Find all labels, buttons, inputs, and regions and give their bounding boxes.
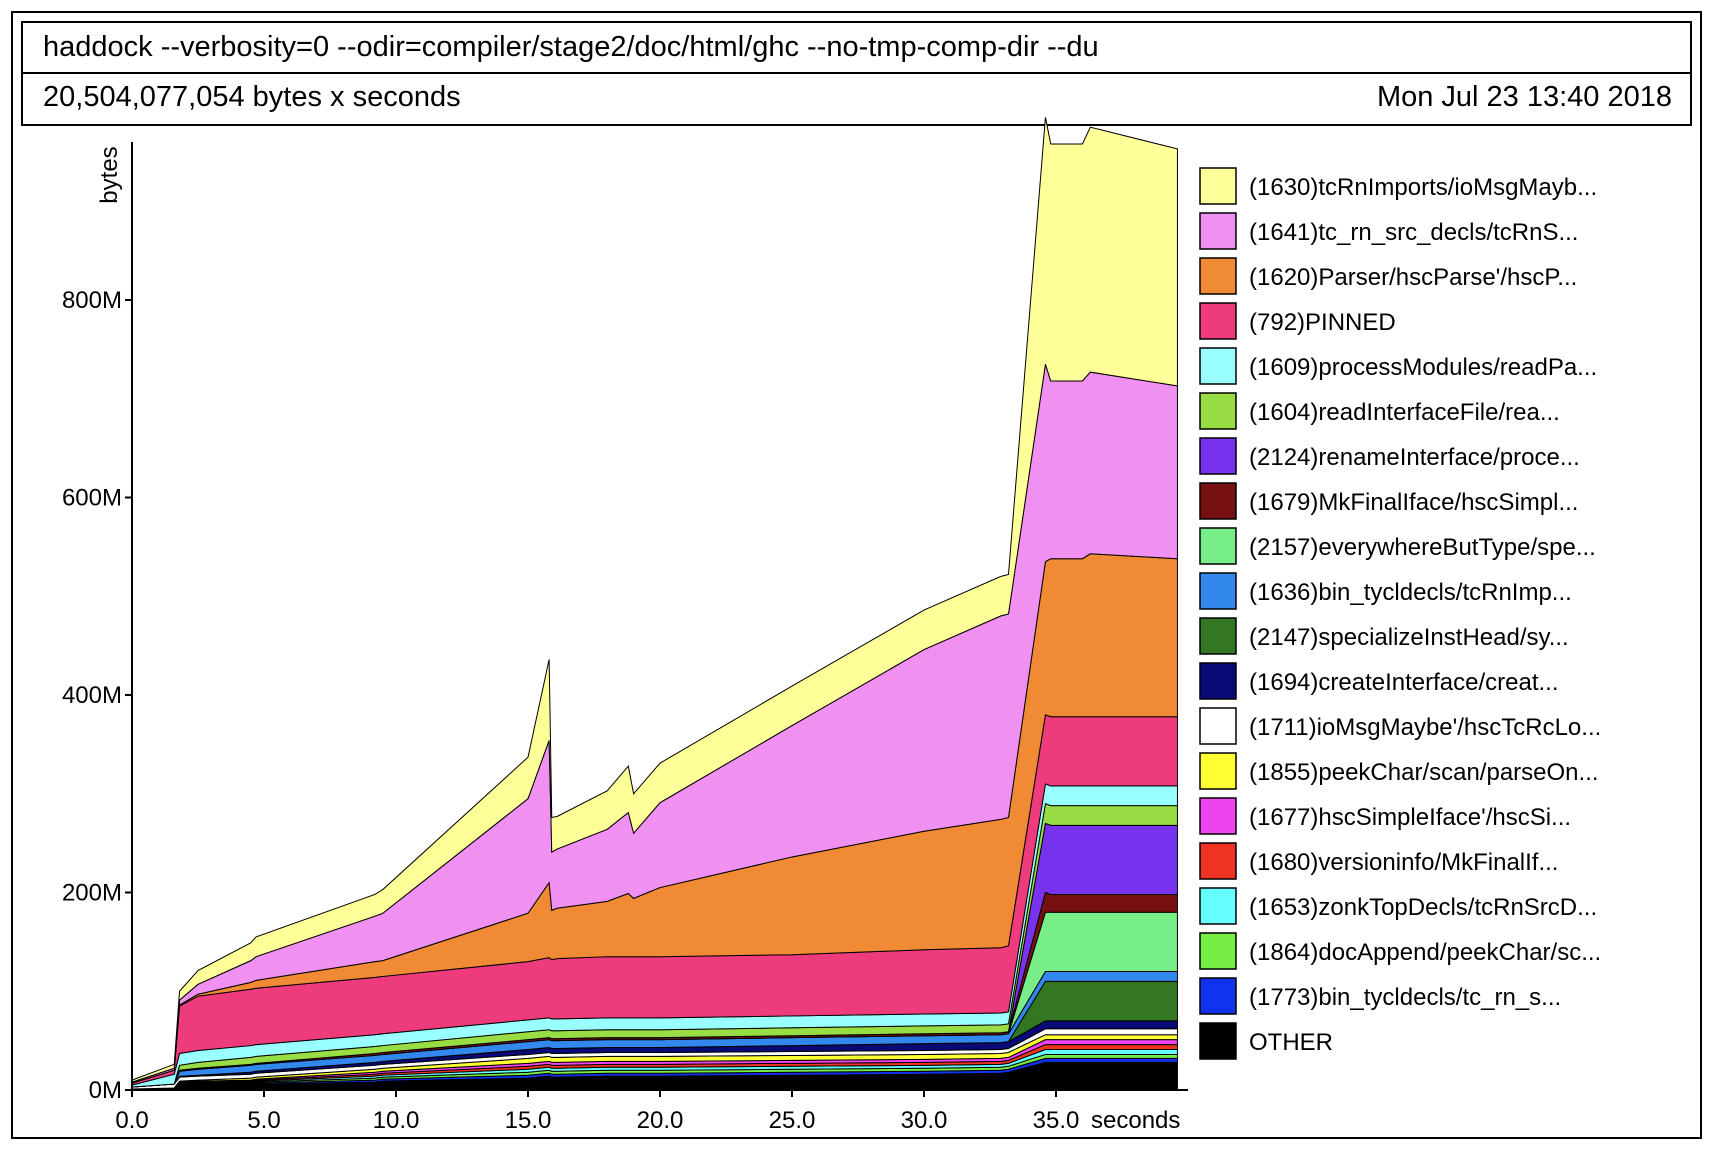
legend-swatch — [1200, 798, 1236, 834]
legend-label: (1679)MkFinalIface/hscSimpl... — [1249, 489, 1578, 516]
x-tick-label: 20.0 — [637, 1107, 684, 1134]
legend-label: (2147)specializeInstHead/sy... — [1249, 624, 1569, 651]
y-tick-label: 600M — [62, 485, 122, 512]
legend-label: (2124)renameInterface/proce... — [1249, 444, 1580, 471]
x-tick-label: 35.0 — [1033, 1107, 1080, 1134]
legend-swatch — [1200, 168, 1236, 204]
legend-label: (1677)hscSimpleIface'/hscSi... — [1249, 804, 1571, 831]
legend-label: (1636)bin_tycldecls/tcRnImp... — [1249, 579, 1572, 606]
y-tick-label: 400M — [62, 682, 122, 709]
legend-label: (1773)bin_tycldecls/tc_rn_s... — [1249, 984, 1561, 1011]
legend-swatch — [1200, 753, 1236, 789]
x-ticks: 0.0 5.0 10.0 15.0 20.0 25.0 30.0 35.0 — [115, 1090, 1079, 1134]
y-axis-label: bytes — [96, 146, 123, 203]
y-tick-label: 800M — [62, 287, 122, 314]
legend-swatch — [1200, 933, 1236, 969]
legend-label: (792)PINNED — [1249, 309, 1396, 336]
stacked-areas — [132, 117, 1177, 1090]
legend-swatch — [1200, 843, 1236, 879]
legend-label: (1864)docAppend/peekChar/sc... — [1249, 939, 1601, 966]
y-tick-label: 200M — [62, 880, 122, 907]
legend-label: (1630)tcRnImports/ioMsgMayb... — [1249, 174, 1597, 201]
legend-swatch — [1200, 618, 1236, 654]
y-ticks: 0M 200M 400M 600M 800M — [62, 287, 132, 1104]
legend-label: (1604)readInterfaceFile/rea... — [1249, 399, 1560, 426]
x-tick-label: 0.0 — [115, 1107, 148, 1134]
legend-swatch — [1200, 438, 1236, 474]
legend-label: (1711)ioMsgMaybe'/hscTcRcLo... — [1249, 714, 1601, 741]
x-tick-label: 10.0 — [373, 1107, 420, 1134]
legend-swatch — [1200, 1023, 1236, 1059]
legend: (1630)tcRnImports/ioMsgMayb... (1641)tc_r… — [1200, 168, 1601, 1059]
legend-label: (1855)peekChar/scan/parseOn... — [1249, 759, 1599, 786]
x-tick-label: 25.0 — [769, 1107, 816, 1134]
legend-swatch — [1200, 258, 1236, 294]
legend-swatch — [1200, 573, 1236, 609]
legend-swatch — [1200, 303, 1236, 339]
legend-label: (1620)Parser/hscParse'/hscP... — [1249, 264, 1577, 291]
legend-swatch — [1200, 483, 1236, 519]
legend-swatch — [1200, 348, 1236, 384]
x-axis-label: seconds — [1091, 1107, 1180, 1134]
legend-label: OTHER — [1249, 1029, 1333, 1056]
x-tick-label: 15.0 — [505, 1107, 552, 1134]
legend-swatch — [1200, 978, 1236, 1014]
legend-label: (1609)processModules/readPa... — [1249, 354, 1597, 381]
x-tick-label: 5.0 — [247, 1107, 280, 1134]
legend-label: (2157)everywhereButType/spe... — [1249, 534, 1596, 561]
legend-label: (1694)createInterface/creat... — [1249, 669, 1559, 696]
legend-label: (1680)versioninfo/MkFinalIf... — [1249, 849, 1558, 876]
legend-swatch — [1200, 393, 1236, 429]
legend-label: (1653)zonkTopDecls/tcRnSrcD... — [1249, 894, 1597, 921]
legend-swatch — [1200, 708, 1236, 744]
legend-label: (1641)tc_rn_src_decls/tcRnS... — [1249, 219, 1578, 246]
legend-swatch — [1200, 888, 1236, 924]
y-tick-label: 0M — [89, 1077, 122, 1104]
legend-swatch — [1200, 663, 1236, 699]
x-tick-label: 30.0 — [901, 1107, 948, 1134]
legend-swatch — [1200, 213, 1236, 249]
legend-swatch — [1200, 528, 1236, 564]
